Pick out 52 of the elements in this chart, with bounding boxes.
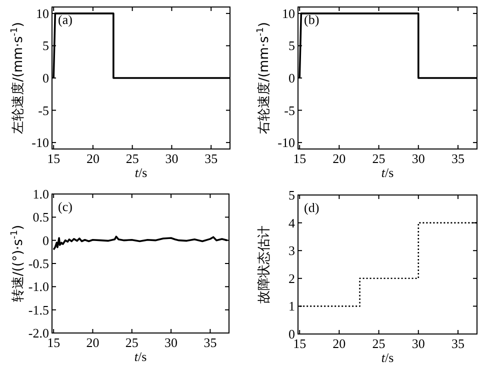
y-tick-label: 5 <box>288 38 295 54</box>
x-tick-label: 15 <box>47 151 60 166</box>
y-tick-label: 0 <box>42 232 49 248</box>
x-axis-title: t/s <box>134 349 147 364</box>
y-tick-label: -1.5 <box>28 302 49 318</box>
x-tick-label: 15 <box>293 151 306 166</box>
x-tick-label: 30 <box>165 151 178 166</box>
y-tick-label: -10 <box>278 135 295 150</box>
y-tick-label: 2 <box>288 270 295 286</box>
x-axis-title: t/s <box>134 165 148 180</box>
x-axis-title: t/s <box>381 165 394 180</box>
annotation: (c) <box>58 199 72 214</box>
x-tick-label: 15 <box>293 336 306 351</box>
y-tick-label: 10 <box>282 6 295 21</box>
x-tick-label: 35 <box>451 336 464 351</box>
y-tick-label: -5 <box>38 102 49 118</box>
x-tick-label: 35 <box>204 151 218 166</box>
y-tick-label: 0.5 <box>32 210 49 225</box>
y-tick-label: -5 <box>284 102 295 118</box>
x-tick-label: 15 <box>47 335 60 350</box>
annotation: (b) <box>304 12 320 27</box>
y-tick-label: 4 <box>288 215 296 230</box>
y-tick-label: 1.0 <box>32 186 49 202</box>
x-tick-label: 35 <box>451 151 464 166</box>
y-tick-label: -1.0 <box>28 279 49 294</box>
annotation: (d) <box>304 200 320 215</box>
x-tick-label: 20 <box>86 335 100 350</box>
x-tick-label: 30 <box>164 335 178 350</box>
y-tick-label: 0 <box>42 70 49 86</box>
y-tick-label: 5 <box>288 188 295 202</box>
x-axis-title: t/s <box>381 350 394 365</box>
x-tick-label: 20 <box>332 151 346 166</box>
x-tick-label: 30 <box>412 336 425 351</box>
x-tick-label: 25 <box>126 151 139 166</box>
y-tick-label: -2.0 <box>28 326 49 340</box>
y-tick-label: -10 <box>32 135 49 150</box>
y-tick-label: 10 <box>36 6 49 21</box>
x-tick-label: 20 <box>86 151 100 166</box>
x-tick-label: 30 <box>412 151 425 166</box>
annotation: (a) <box>58 12 72 27</box>
y-tick-label: 0 <box>288 70 295 86</box>
y-tick-label: 0 <box>288 326 295 342</box>
y-tick-label: 1 <box>288 298 295 314</box>
y-tick-label: 5 <box>42 38 49 54</box>
y-tick-label: 3 <box>288 243 295 258</box>
y-axis-title: 故障状态估计 <box>257 226 272 304</box>
x-tick-label: 20 <box>332 336 346 351</box>
x-tick-label: 25 <box>372 151 386 166</box>
y-tick-label: -0.5 <box>28 256 49 271</box>
x-tick-label: 25 <box>372 336 386 351</box>
x-tick-label: 35 <box>204 335 217 350</box>
x-tick-label: 25 <box>125 335 138 350</box>
